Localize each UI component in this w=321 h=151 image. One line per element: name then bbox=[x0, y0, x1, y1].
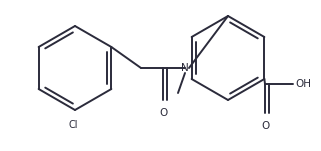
Text: Cl: Cl bbox=[68, 120, 78, 130]
Text: OH: OH bbox=[295, 79, 311, 89]
Text: O: O bbox=[159, 108, 167, 118]
Text: O: O bbox=[261, 121, 269, 131]
Text: N: N bbox=[181, 63, 189, 73]
